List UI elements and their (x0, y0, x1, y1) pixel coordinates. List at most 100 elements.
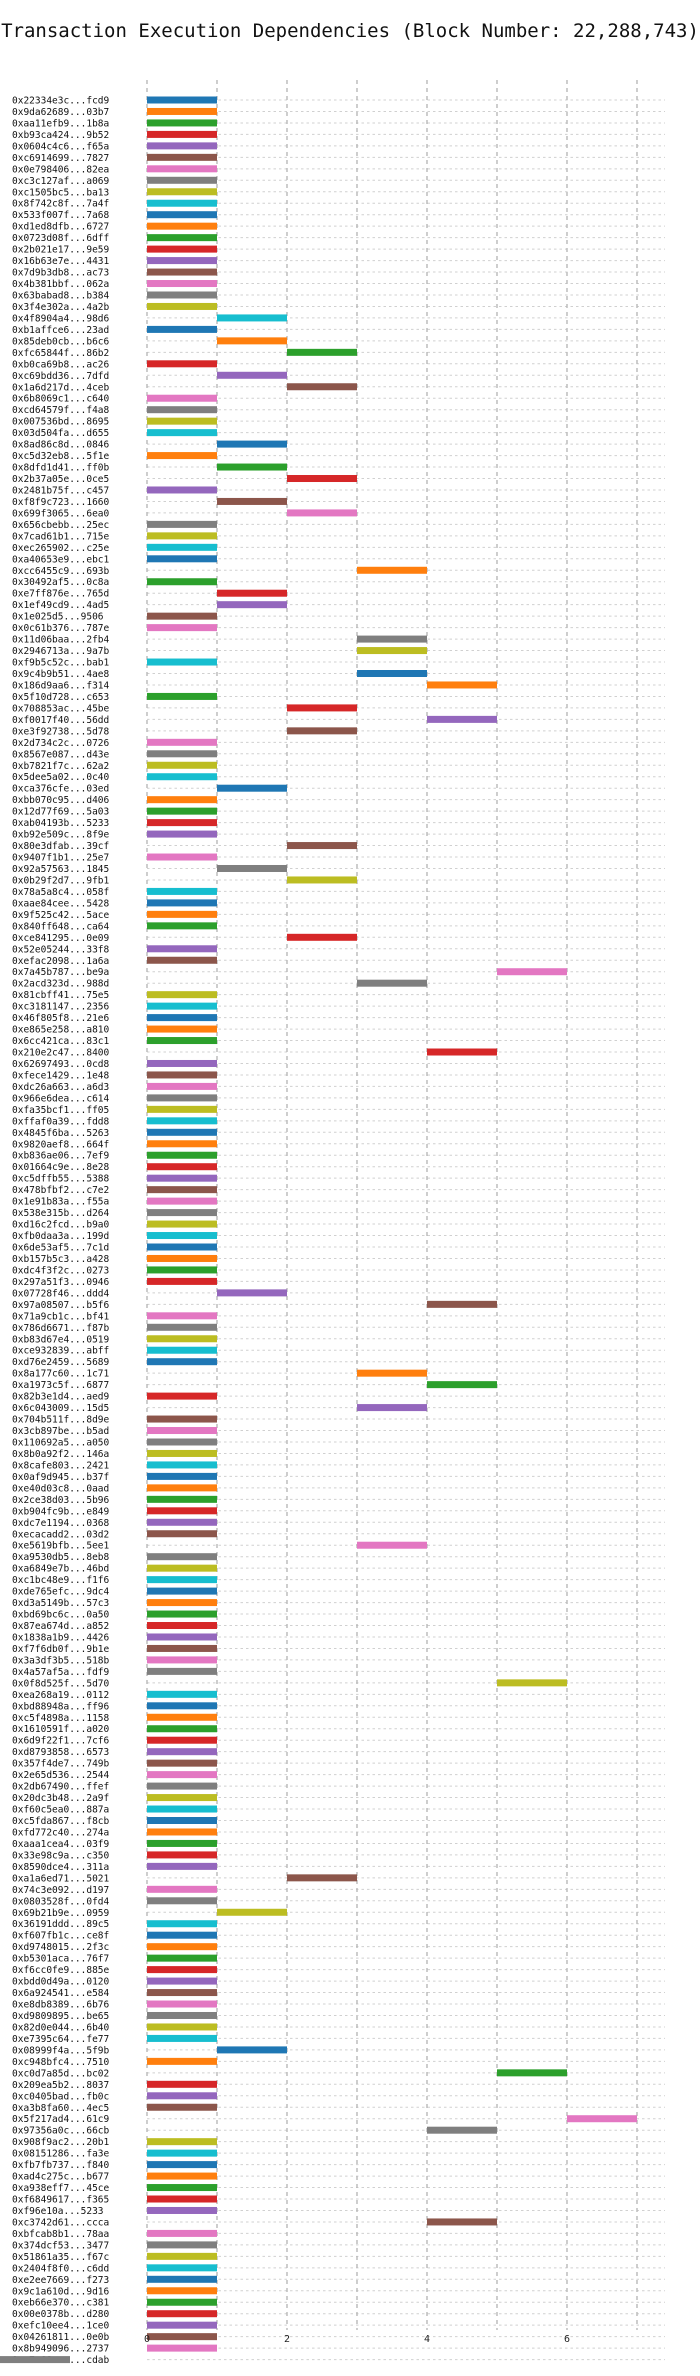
tx-label: 0xe40d03c8...0aad (12, 1483, 109, 1494)
tx-label: 0x6de53af5...7c1d (12, 1243, 109, 1254)
tx-label: 0x11d06baa...2fb4 (12, 635, 110, 646)
execution-bar (147, 1576, 217, 1584)
tx-label: 0xffaf0a39...fdd8 (12, 1116, 110, 1127)
tx-label: 0x0e798406...82ea (12, 164, 109, 175)
tx-label: 0x51861a35...f67c (12, 2252, 109, 2263)
tx-label: 0x92a57563...1845 (12, 864, 109, 875)
execution-bar (147, 2310, 217, 2318)
execution-bar (287, 933, 357, 941)
tx-label: 0xfb7fb737...f840 (12, 2160, 110, 2171)
tx-label: 0xb92e509c...8f9e (12, 830, 110, 841)
execution-bar (147, 2161, 217, 2169)
y-axis-labels: 0x22334e3c...fcd90x9da62689...03b70xaa11… (12, 96, 110, 2367)
tx-label: 0xbb070c95...d406 (12, 795, 110, 806)
tx-label: 0x85deb0cb...b6c6 (12, 336, 110, 347)
tx-label: 0x20dc3b48...2a9f (12, 1793, 109, 1804)
tx-label: 0xbd69bc6c...0a50 (12, 1610, 110, 1621)
tx-label: 0x1e91b83a...f55a (12, 1197, 109, 1208)
execution-bar (147, 1312, 217, 1320)
execution-bar (147, 2252, 217, 2260)
execution-bar (357, 566, 427, 574)
execution-bar (217, 371, 287, 379)
tx-label: 0xfd772c40...274a (12, 1827, 109, 1838)
tx-label: 0x82d0e044...6b40 (12, 2022, 110, 2033)
tx-label: 0xb0ca69b8...ac26 (12, 359, 110, 370)
x-tick-label: 4 (424, 2334, 430, 2345)
execution-bar (147, 130, 217, 138)
tx-label: 0x0af9d945...b37f (12, 1472, 109, 1483)
execution-bar (147, 1209, 217, 1217)
tx-label: 0x5dee5a02...0c40 (12, 772, 110, 783)
execution-bar (147, 165, 217, 173)
execution-bar (147, 360, 217, 368)
execution-bar (147, 922, 217, 930)
tx-label: 0x007536bd...8695 (12, 417, 109, 428)
execution-bar (147, 188, 217, 196)
tx-label: 0x2946713a...9a7b (12, 646, 110, 657)
execution-bar (147, 394, 217, 402)
execution-bar (147, 2333, 217, 2341)
execution-bar (427, 2218, 497, 2226)
tx-label: 0xecacadd2...03d2 (12, 1529, 109, 1540)
execution-bar (287, 348, 357, 356)
tx-label: 0xc5dffb55...5388 (12, 1174, 110, 1185)
execution-bar (147, 1392, 217, 1400)
tx-label: 0x01664c9e...8e28 (12, 1162, 110, 1173)
execution-bar (147, 2275, 217, 2283)
tx-label: 0x04261811...0e0b (12, 2332, 110, 2343)
execution-bar (147, 1610, 217, 1618)
tx-label: 0xaaa1cea4...03f9 (12, 1839, 110, 1850)
execution-bar (147, 1140, 217, 1148)
execution-bar (357, 647, 427, 655)
execution-bar (217, 1908, 287, 1916)
execution-bar (147, 532, 217, 540)
tx-label: 0x0f8d525f...5d70 (12, 1678, 110, 1689)
execution-bar (147, 429, 217, 437)
tx-label: 0xd76e2459...5689 (12, 1357, 110, 1368)
execution-bar (147, 1954, 217, 1962)
execution-bar (147, 1163, 217, 1171)
execution-bar (147, 1644, 217, 1652)
tx-label: 0x1e025d5...9506 (12, 612, 104, 623)
tx-label: 0x6a924541...e584 (12, 1988, 110, 1999)
execution-bar (147, 1449, 217, 1457)
execution-bar (147, 1082, 217, 1090)
execution-bar (147, 2264, 217, 2272)
tx-label: 0xd3a5149b...57c3 (12, 1598, 109, 1609)
tx-label: 0xb157b5c3...a428 (12, 1254, 110, 1265)
tx-label: 0x0b29f2d7...9fb1 (12, 875, 110, 886)
tx-label: 0x16b63e7e...4431 (12, 256, 110, 267)
execution-bar (147, 1266, 217, 1274)
tx-label: 0x786d6671...f87b (12, 1323, 110, 1334)
execution-bar (147, 773, 217, 781)
tx-label: 0x2ce38d03...5b96 (12, 1495, 110, 1506)
tx-label: 0xe865e258...a810 (12, 1025, 110, 1036)
execution-bar (357, 979, 427, 987)
tx-label: 0x186d9aa6...f314 (12, 680, 110, 691)
tx-label: 0x78a5a8c4...058f (12, 887, 109, 898)
tx-label: 0x0723d08f...6dff (12, 233, 109, 244)
execution-bar (217, 864, 287, 872)
execution-bar (147, 2023, 217, 2031)
execution-bar (147, 1071, 217, 1079)
execution-bar (147, 910, 217, 918)
execution-bar (147, 1530, 217, 1538)
tx-label: 0x3cb897be...b5ad (12, 1426, 109, 1437)
tx-label: 0x71a9cb1c...bf41 (12, 1311, 110, 1322)
execution-bar (147, 1117, 217, 1125)
tx-label: 0x2404f8f0...c6dd (12, 2263, 109, 2274)
tx-label: 0x8567e087...d43e (12, 749, 110, 760)
tx-label: 0x03d504fa...d655 (12, 428, 109, 439)
execution-bar (357, 635, 427, 643)
tx-label: 0xfece1429...1e48 (12, 1070, 110, 1081)
tx-label: 0x908f9ac2...20b1 (12, 2137, 110, 2148)
execution-bar (147, 1725, 217, 1733)
tx-label: 0xc1505bc5...ba13 (12, 187, 109, 198)
execution-bar (217, 601, 287, 609)
execution-bar (147, 1128, 217, 1136)
tx-label: 0xca376cfe...03ed (12, 784, 109, 795)
execution-bar (147, 1897, 217, 1905)
tx-label: 0x3a3df3b5...518b (12, 1655, 110, 1666)
tx-label: 0xf6cc0fe9...885e (12, 1965, 110, 1976)
